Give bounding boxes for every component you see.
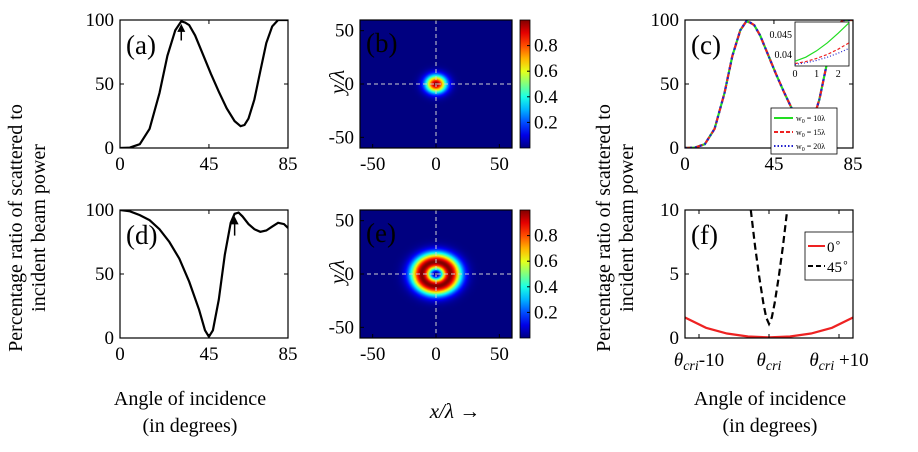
inset-series-0 — [794, 22, 850, 62]
panel-label-e: (e) — [366, 218, 396, 248]
y-tick-label: 0 — [345, 264, 355, 285]
panel-f: θcri-10 θcri θcri +10 0 5 10 (f) 0∘45∘ — [660, 200, 869, 374]
y-tick-label: 0 — [670, 328, 680, 349]
panel-label-f: (f) — [691, 220, 718, 250]
panel-b: -50 0 50 -50 0 50 (b) 0.2 0.4 0.6 0.8 — [329, 19, 558, 175]
x-tick-label: θcri — [757, 350, 782, 374]
series-line-f-1 — [749, 210, 789, 327]
colorbar-b — [519, 19, 531, 149]
colorbar-tick-label: 0.2 — [534, 112, 558, 133]
legend-label: 45∘ — [827, 257, 849, 276]
series-line-a-0 — [120, 20, 288, 148]
ylabel-center-top: y/λ — [325, 70, 349, 96]
x-tick-label: 85 — [279, 154, 298, 175]
y-tick-label: 0 — [345, 74, 355, 95]
legend-box — [804, 231, 854, 281]
x-tick-label: -50 — [360, 154, 385, 175]
legend-label: w0 = 15λ — [796, 128, 825, 139]
x-tick-label: 0 — [431, 154, 441, 175]
colorbar-tick-label: 0.8 — [534, 226, 558, 247]
ylabel-left-line2: incident beam power — [28, 144, 50, 312]
inset-x-tick-label: 1 — [814, 69, 819, 80]
y-tick-label: 50 — [335, 21, 354, 42]
panel-label-b: (b) — [366, 28, 397, 58]
x-tick-label: 0 — [115, 344, 125, 365]
panel-e: -50 0 50 -50 0 50 (e) 0.2 0.4 0.6 0.8 — [329, 209, 558, 365]
inset-x-tick-label: 0 — [793, 69, 798, 80]
y-tick-label: 100 — [86, 200, 115, 221]
y-tick-label: 0 — [105, 138, 115, 159]
colorbar-e — [519, 209, 531, 339]
x-tick-label: 0 — [431, 344, 441, 365]
x-tick-label: -50 — [360, 344, 385, 365]
x-tick-label: 85 — [279, 344, 298, 365]
xlabel-right-line2: (in degrees) — [723, 415, 818, 437]
x-tick-label: 85 — [844, 154, 863, 175]
legend-c: w0 = 10λ w0 = 15λ w0 = 20λ — [770, 107, 838, 155]
legend-label: w0 = 10λ — [796, 114, 825, 125]
colorbar-tick-label: 0.2 — [534, 302, 558, 323]
ylabel-right-line1: Percentage ratio of scattered to — [593, 104, 615, 352]
y-tick-label: 50 — [335, 211, 354, 232]
x-tick-label: 45 — [199, 344, 218, 365]
xlabel-left-line1: Angle of incidence — [114, 388, 266, 410]
inset-c: 0 1 2 0.04 0.045 — [770, 21, 850, 80]
panel-d: 0 45 85 0 50 100 (d) — [86, 200, 298, 365]
colorbar-tick-label: 0.8 — [534, 36, 558, 57]
y-tick-label: 0 — [670, 138, 680, 159]
y-tick-label: -50 — [329, 127, 354, 148]
legend-label: 0∘ — [827, 237, 841, 256]
colorbar-tick-label: 0.6 — [534, 251, 558, 272]
inset-y-tick-label: 0.04 — [775, 50, 793, 61]
ylabel-right-line2: incident beam power — [616, 144, 638, 312]
xlabel-center: x/λ → — [429, 399, 481, 423]
y-tick-label: 50 — [660, 74, 679, 95]
colorbar-tick-label: 0.4 — [534, 87, 558, 108]
x-tick-label: θcri +10 — [809, 350, 868, 374]
x-tick-label: 0 — [115, 154, 125, 175]
inset-x-tick-label: 2 — [836, 69, 841, 80]
colorbar-tick-label: 0.4 — [534, 277, 558, 298]
ylabel-left-line1: Percentage ratio of scattered to — [5, 104, 27, 352]
x-tick-label: 50 — [490, 344, 509, 365]
colorbar-tick-label: 0.6 — [534, 61, 558, 82]
series-line-d-0 — [120, 210, 288, 338]
y-tick-label: 5 — [670, 264, 680, 285]
x-tick-label: 50 — [490, 154, 509, 175]
panel-label-d: (d) — [126, 220, 157, 250]
x-tick-label: θcri-10 — [674, 350, 724, 374]
arrow-head — [177, 23, 186, 32]
inset-series-1 — [794, 42, 850, 65]
x-tick-label: 0 — [680, 154, 690, 175]
y-tick-label: 50 — [95, 264, 114, 285]
legend-label: w0 = 20λ — [796, 142, 825, 153]
xlabel-left-line2: (in degrees) — [143, 415, 238, 437]
panel-a: 0 45 85 0 50 100 (a) — [86, 10, 298, 175]
legend-f: 0∘45∘ — [804, 231, 854, 281]
inset-series-2 — [794, 47, 850, 65]
y-tick-label: 0 — [105, 328, 115, 349]
y-tick-label: 10 — [660, 200, 679, 221]
panel-label-a: (a) — [126, 30, 156, 60]
panel-label-c: (c) — [691, 30, 721, 60]
xlabel-right-line1: Angle of incidence — [694, 388, 846, 410]
x-tick-label: 45 — [764, 154, 783, 175]
inset-y-tick-label: 0.045 — [770, 30, 793, 41]
y-tick-label: 100 — [651, 10, 680, 31]
y-tick-label: 50 — [95, 74, 114, 95]
x-tick-label: 45 — [199, 154, 218, 175]
ylabel-center-bottom: y/λ — [325, 260, 349, 286]
y-tick-label: 100 — [86, 10, 115, 31]
arrow-head — [230, 216, 239, 225]
y-tick-label: -50 — [329, 317, 354, 338]
